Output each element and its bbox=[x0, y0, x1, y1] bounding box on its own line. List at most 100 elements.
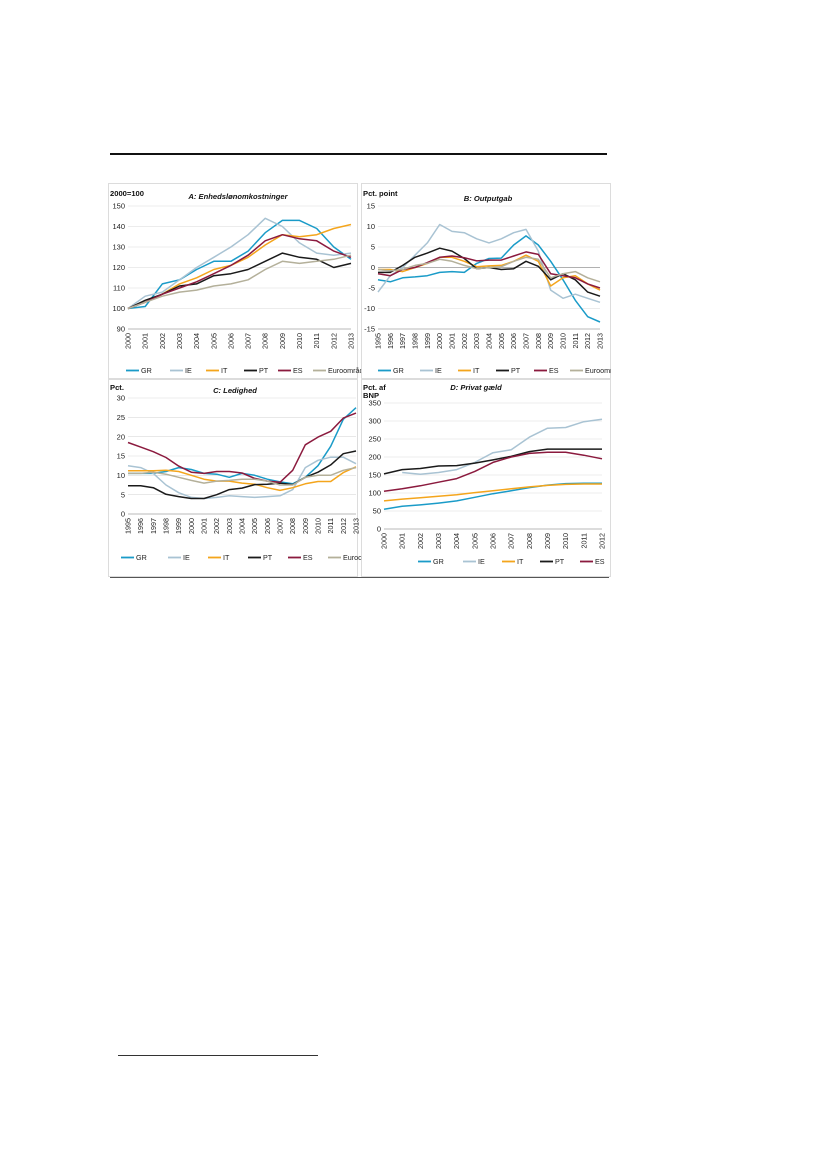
x-tick-label: 2006 bbox=[226, 333, 235, 349]
legend-label-euro: Euroområdet bbox=[585, 366, 611, 375]
legend-label-pt: PT bbox=[555, 557, 565, 566]
series-line-it bbox=[383, 483, 602, 502]
x-tick-label: 2007 bbox=[522, 333, 531, 349]
x-tick-label: 2001 bbox=[141, 333, 150, 349]
x-tick-label: 1998 bbox=[162, 518, 171, 534]
x-tick-label: 2008 bbox=[261, 333, 270, 349]
series-line-gr bbox=[383, 482, 602, 510]
panel-b: -15 -10 -5 0 5 10 15 1995 1996 1997 1998 1999 2000 20… bbox=[361, 183, 611, 379]
x-tick-label: 2003 bbox=[225, 518, 234, 534]
series-line-es bbox=[383, 451, 603, 492]
chart-title: B: Outputgab bbox=[464, 194, 513, 203]
series-line-es bbox=[377, 251, 601, 289]
series-line-es bbox=[127, 412, 357, 484]
y-tick-label: 300 bbox=[368, 417, 381, 426]
y-tick-label: 20 bbox=[117, 432, 125, 441]
x-tick-label: 2008 bbox=[534, 333, 543, 349]
y-tick-label: 120 bbox=[112, 263, 125, 272]
x-tick-label: 1996 bbox=[386, 333, 395, 349]
y-tick-label: 140 bbox=[112, 222, 125, 231]
y-tick-label: 0 bbox=[121, 510, 125, 519]
legend-label-es: ES bbox=[303, 553, 313, 562]
y-tick-label: 0 bbox=[377, 525, 381, 534]
panel-frame bbox=[361, 183, 611, 379]
series-line-it bbox=[128, 466, 357, 492]
footnote-rule bbox=[118, 1055, 318, 1056]
chart-title: A: Enhedslønomkostninger bbox=[187, 192, 288, 201]
x-tick-label: 2003 bbox=[472, 333, 481, 349]
legend-label-gr: GR bbox=[433, 557, 444, 566]
legend-label-it: IT bbox=[473, 366, 480, 375]
y-tick-label: 250 bbox=[368, 435, 381, 444]
x-tick-label: 2010 bbox=[559, 333, 568, 349]
x-tick-label: 1996 bbox=[136, 518, 145, 534]
x-tick-label: 2002 bbox=[158, 333, 167, 349]
y-axis-label: Pct. bbox=[110, 383, 124, 392]
series-line-gr bbox=[377, 235, 601, 323]
x-tick-label: 2007 bbox=[276, 518, 285, 534]
x-tick-label: 2009 bbox=[546, 333, 555, 349]
x-tick-label: 2000 bbox=[187, 518, 196, 534]
x-tick-label: 2006 bbox=[489, 533, 498, 549]
y-tick-label: 130 bbox=[112, 243, 125, 252]
legend-label-pt: PT bbox=[259, 366, 269, 375]
x-tick-label: 2008 bbox=[525, 533, 534, 549]
y-tick-label: 15 bbox=[367, 202, 375, 211]
y-tick-label: 0 bbox=[371, 263, 375, 272]
x-tick-label: 2010 bbox=[295, 333, 304, 349]
x-tick-label: 2011 bbox=[571, 333, 580, 348]
legend-label-es: ES bbox=[293, 366, 303, 375]
x-tick-label: 2009 bbox=[278, 333, 287, 349]
panel-frame bbox=[361, 379, 611, 577]
y-tick-label: 150 bbox=[368, 471, 381, 480]
y-axis-label: 2000=100 bbox=[110, 189, 144, 198]
bottom-rule bbox=[110, 577, 609, 578]
y-tick-label: 15 bbox=[117, 452, 125, 461]
panel-d: 0 50 100 150 200 250 300 350 2000 2001 2002 2003 200… bbox=[361, 379, 611, 577]
x-tick-label: 2013 bbox=[596, 333, 605, 349]
x-tick-label: 2012 bbox=[329, 333, 338, 349]
chart-title: C: Ledighed bbox=[213, 386, 257, 395]
x-tick-label: 1999 bbox=[423, 333, 432, 349]
series-line-pt bbox=[383, 448, 602, 475]
x-tick-label: 2011 bbox=[579, 533, 588, 548]
y-tick-label: 10 bbox=[117, 471, 125, 480]
x-tick-label: 2009 bbox=[543, 533, 552, 549]
x-tick-label: 2009 bbox=[301, 518, 310, 534]
y-tick-label: 10 bbox=[367, 222, 375, 231]
x-tick-label: 2003 bbox=[175, 333, 184, 349]
x-tick-label: 1997 bbox=[398, 333, 407, 349]
y-tick-label: -5 bbox=[368, 284, 375, 293]
x-tick-label: 2000 bbox=[380, 533, 389, 549]
x-tick-label: 2008 bbox=[288, 518, 297, 534]
panel-frame bbox=[108, 379, 358, 577]
x-tick-label: 2001 bbox=[448, 333, 457, 349]
series-line-es bbox=[127, 233, 352, 310]
series-line-ie bbox=[377, 223, 601, 304]
x-tick-label: 2007 bbox=[244, 333, 253, 349]
y-tick-label: 50 bbox=[373, 507, 381, 516]
series-line-pt bbox=[128, 450, 357, 500]
legend-label-ie: IE bbox=[185, 366, 192, 375]
y-tick-label: 350 bbox=[368, 399, 381, 408]
y-tick-label: 200 bbox=[368, 453, 381, 462]
panel-frame bbox=[108, 183, 358, 379]
y-tick-label: -10 bbox=[364, 304, 375, 313]
x-tick-label: 2010 bbox=[561, 533, 570, 549]
x-tick-label: 2004 bbox=[192, 333, 201, 349]
y-axis-label-line2: BNP bbox=[363, 391, 379, 400]
x-tick-label: 2000 bbox=[435, 333, 444, 349]
x-tick-label: 1999 bbox=[174, 518, 183, 534]
series-line-euro bbox=[128, 466, 357, 486]
y-tick-label: 25 bbox=[117, 413, 125, 422]
x-tick-label: 2002 bbox=[416, 533, 425, 549]
panel-a: 90 100 110 120 130 140 150 2000 2001 2002 2003 2004… bbox=[108, 183, 370, 379]
x-tick-label: 2005 bbox=[470, 533, 479, 549]
legend-label-gr: GR bbox=[136, 553, 147, 562]
y-tick-label: 100 bbox=[112, 304, 125, 313]
legend-label-ie: IE bbox=[183, 553, 190, 562]
series-line-euro bbox=[127, 254, 352, 310]
x-tick-label: 1995 bbox=[124, 518, 133, 534]
y-tick-label: 5 bbox=[371, 243, 375, 252]
y-tick-label: 5 bbox=[121, 490, 125, 499]
